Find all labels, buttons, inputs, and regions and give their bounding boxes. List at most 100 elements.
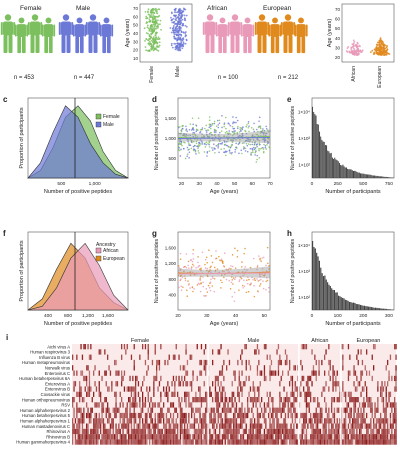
heatmap-cell: [133, 386, 135, 392]
histogram-bar: [362, 305, 364, 310]
heatmap-cell: [360, 375, 362, 382]
data-point: [383, 43, 386, 46]
data-point: [199, 290, 202, 293]
data-point: [151, 11, 154, 14]
heatmap-cell: [104, 370, 106, 376]
heatmap-cell: [171, 439, 173, 445]
data-point: [182, 31, 185, 34]
data-point: [187, 149, 190, 151]
heatmap-cell: [147, 434, 149, 440]
right-leg: [79, 36, 84, 54]
heatmap-cell: [277, 365, 280, 371]
heatmap-cell: [144, 428, 147, 435]
heatmap-cell: [360, 418, 362, 424]
heatmap-cell: [87, 412, 89, 419]
heatmap-cell: [371, 412, 373, 419]
heatmap-cell: [188, 397, 190, 403]
heatmap-cell: [175, 407, 177, 413]
heatmap-cell: [384, 423, 386, 429]
heatmap-cell: [119, 428, 121, 435]
heatmap-cell: [363, 439, 365, 445]
heatmap-cell: [191, 423, 193, 429]
heatmap-cell: [102, 418, 105, 424]
heatmap-cell: [317, 439, 319, 445]
data-point: [158, 8, 161, 11]
heatmap-cell: [74, 428, 77, 435]
heatmap-cell: [375, 423, 378, 429]
data-point: [188, 157, 190, 159]
heatmap-cell: [100, 397, 102, 403]
heatmap-cell: [282, 370, 284, 376]
data-point: [231, 125, 234, 128]
heatmap-cell: [277, 439, 280, 445]
heatmap-cell: [200, 434, 203, 440]
histogram-bar: [340, 297, 342, 310]
heatmap-cell: [254, 349, 256, 355]
heatmap-cell: [346, 434, 348, 440]
torso: [283, 21, 293, 36]
heatmap-cell: [224, 439, 226, 445]
heatmap-cell: [223, 375, 225, 382]
heatmap-cell: [240, 439, 242, 445]
data-point: [213, 131, 216, 133]
female-figure-icon: [27, 14, 43, 53]
heatmap-cell: [357, 434, 359, 440]
heatmap-cell: [328, 407, 330, 413]
heatmap-cell: [392, 439, 394, 445]
data-point: [215, 257, 218, 260]
heatmap-cell: [301, 428, 303, 435]
heatmap-cell: [310, 375, 312, 382]
data-point: [199, 143, 202, 145]
heatmap-cell: [163, 439, 165, 445]
data-point: [254, 141, 256, 144]
data-point: [267, 129, 269, 132]
heatmap-cell: [193, 418, 196, 424]
heatmap-cell: [72, 439, 74, 445]
heatmap-cell: [172, 423, 175, 429]
data-point: [170, 31, 173, 34]
heatmap-cell: [300, 439, 302, 445]
heatmap-cell: [79, 386, 81, 392]
heatmap-cell: [164, 439, 166, 445]
histogram-bar: [388, 309, 390, 310]
data-point: [208, 143, 211, 146]
heatmap-cell: [203, 381, 205, 387]
data-point: [181, 14, 184, 17]
data-point: [217, 145, 220, 147]
heatmap-cell: [72, 354, 74, 360]
heatmap-cell: [149, 423, 151, 429]
heatmap-cell: [312, 397, 315, 403]
heatmap-cell: [121, 354, 123, 360]
heatmap-cell: [247, 439, 249, 445]
heatmap-cell: [279, 428, 281, 435]
data-point: [173, 11, 176, 14]
heatmap-cell: [375, 428, 378, 435]
data-point: [205, 143, 207, 146]
data-point: [223, 276, 225, 279]
heatmap-cell: [104, 439, 106, 445]
histogram-bar: [315, 115, 317, 178]
heatmap-cell: [325, 434, 327, 440]
heatmap-cell: [153, 386, 155, 392]
data-point: [212, 277, 214, 280]
heatmap-cell: [191, 412, 193, 419]
heatmap-cell: [83, 375, 85, 382]
heatmap-cell: [343, 423, 345, 429]
heatmap-cell: [137, 428, 140, 435]
heatmap-cell: [382, 434, 385, 440]
heatmap-cell: [235, 428, 238, 435]
data-point: [240, 152, 243, 155]
data-point: [185, 38, 188, 41]
heatmap-cell: [195, 397, 197, 403]
data-point: [246, 124, 248, 126]
data-point: [237, 143, 240, 145]
heatmap-cell: [188, 402, 190, 408]
heatmap-cell: [130, 423, 133, 429]
heatmap-cell: [361, 439, 364, 445]
data-point: [234, 151, 236, 153]
data-point: [184, 42, 187, 45]
data-point: [252, 151, 254, 154]
heatmap-cell: [230, 439, 232, 445]
heatmap-cell: [203, 439, 205, 445]
heatmap-cell: [384, 381, 386, 387]
